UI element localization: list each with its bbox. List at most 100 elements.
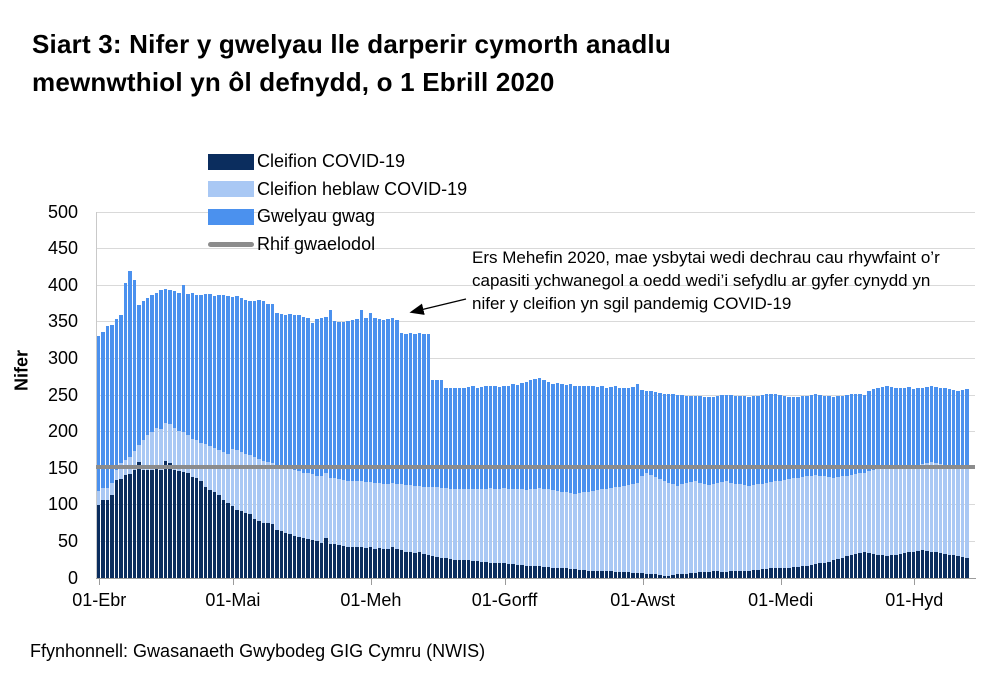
- segment-non-covid: [577, 493, 582, 570]
- stacked-bar: [502, 386, 506, 578]
- segment-covid: [488, 562, 493, 578]
- y-tick-label: 200: [47, 421, 78, 442]
- segment-non-covid: [952, 466, 956, 556]
- segment-covid: [128, 474, 132, 578]
- legend-item-covid: Cleifion COVID-19: [208, 151, 467, 171]
- segment-empty-beds: [333, 321, 337, 479]
- segment-empty-beds: [911, 389, 916, 466]
- stacked-bar: [769, 393, 773, 578]
- segment-covid: [849, 554, 854, 578]
- x-tick-label: 01-Medi: [748, 590, 814, 610]
- segment-covid: [520, 564, 524, 578]
- segment-non-covid: [306, 473, 310, 540]
- stacked-bar: [715, 395, 720, 578]
- segment-covid: [528, 565, 533, 578]
- stacked-bar: [359, 310, 364, 578]
- segment-covid: [925, 550, 929, 578]
- stacked-bar: [444, 387, 448, 578]
- segment-non-covid: [871, 469, 876, 554]
- segment-covid: [292, 535, 297, 578]
- segment-covid: [359, 547, 364, 578]
- segment-covid: [435, 556, 439, 578]
- gridline: [96, 321, 975, 323]
- segment-non-covid: [840, 476, 845, 558]
- segment-covid: [288, 534, 292, 578]
- segment-covid: [194, 478, 199, 578]
- segment-empty-beds: [729, 395, 733, 483]
- segment-covid: [555, 567, 560, 578]
- stacked-bar: [751, 396, 756, 578]
- stacked-bar: [310, 323, 315, 578]
- segment-covid: [426, 554, 430, 578]
- gridline: [96, 248, 975, 250]
- segment-empty-beds: [110, 324, 114, 483]
- segment-covid: [114, 479, 119, 578]
- segment-empty-beds: [889, 386, 894, 467]
- segment-covid: [159, 470, 163, 578]
- segment-non-covid: [742, 485, 747, 571]
- segment-non-covid: [279, 466, 284, 532]
- stacked-bar: [876, 387, 880, 578]
- segment-empty-beds: [591, 386, 595, 491]
- y-tick-label: 500: [47, 201, 78, 222]
- stacked-bars: [97, 212, 970, 578]
- segment-empty-beds: [796, 397, 800, 478]
- stacked-bar: [680, 395, 684, 578]
- segment-covid: [484, 561, 488, 578]
- segment-covid: [858, 553, 862, 578]
- segment-covid: [355, 547, 359, 578]
- segment-covid: [168, 463, 172, 578]
- stacked-bar: [488, 385, 493, 578]
- stacked-bar: [760, 395, 764, 578]
- stacked-bar: [177, 292, 181, 578]
- stacked-bar: [658, 392, 662, 578]
- segment-covid: [738, 570, 742, 578]
- segment-non-covid: [720, 482, 724, 573]
- segment-covid: [515, 564, 520, 578]
- segment-non-covid: [172, 427, 177, 470]
- segment-non-covid: [364, 482, 368, 548]
- segment-non-covid: [644, 473, 649, 574]
- segment-empty-beds: [488, 385, 493, 488]
- segment-non-covid: [800, 477, 805, 567]
- segment-non-covid: [916, 464, 920, 551]
- segment-covid: [542, 567, 546, 578]
- segment-covid: [960, 556, 965, 578]
- segment-covid: [680, 573, 684, 578]
- stacked-bar: [840, 395, 845, 578]
- segment-empty-beds: [422, 333, 426, 487]
- stacked-bar: [707, 397, 711, 578]
- stacked-bar: [448, 388, 453, 578]
- stacked-bar: [618, 387, 622, 578]
- segment-empty-beds: [97, 336, 101, 491]
- segment-empty-beds: [359, 310, 364, 482]
- segment-covid: [903, 553, 907, 578]
- segment-empty-beds: [894, 387, 898, 467]
- segment-non-covid: [911, 465, 916, 552]
- segment-non-covid: [404, 485, 408, 552]
- stacked-bar: [333, 321, 337, 578]
- segment-non-covid: [738, 484, 742, 571]
- x-tick-label: 01-Gorff: [471, 590, 538, 610]
- segment-empty-beds: [747, 397, 751, 486]
- segment-non-covid: [226, 453, 230, 504]
- segment-empty-beds: [903, 387, 907, 467]
- y-tick-label: 250: [47, 384, 78, 405]
- stacked-bar: [569, 384, 573, 578]
- segment-non-covid: [471, 488, 475, 562]
- segment-non-covid: [310, 474, 315, 540]
- stacked-bar: [457, 388, 462, 578]
- segment-non-covid: [546, 489, 551, 568]
- legend-label: Gwelyau gwag: [257, 206, 376, 226]
- stacked-bar: [773, 393, 778, 578]
- segment-empty-beds: [965, 389, 969, 466]
- segment-non-covid: [622, 485, 626, 573]
- stacked-bar: [475, 387, 479, 578]
- segment-non-covid: [769, 482, 773, 569]
- segment-empty-beds: [640, 389, 644, 476]
- segment-non-covid: [880, 466, 885, 556]
- segment-covid: [840, 557, 845, 578]
- segment-empty-beds: [698, 396, 702, 483]
- segment-empty-beds: [680, 395, 684, 485]
- segment-empty-beds: [137, 305, 141, 445]
